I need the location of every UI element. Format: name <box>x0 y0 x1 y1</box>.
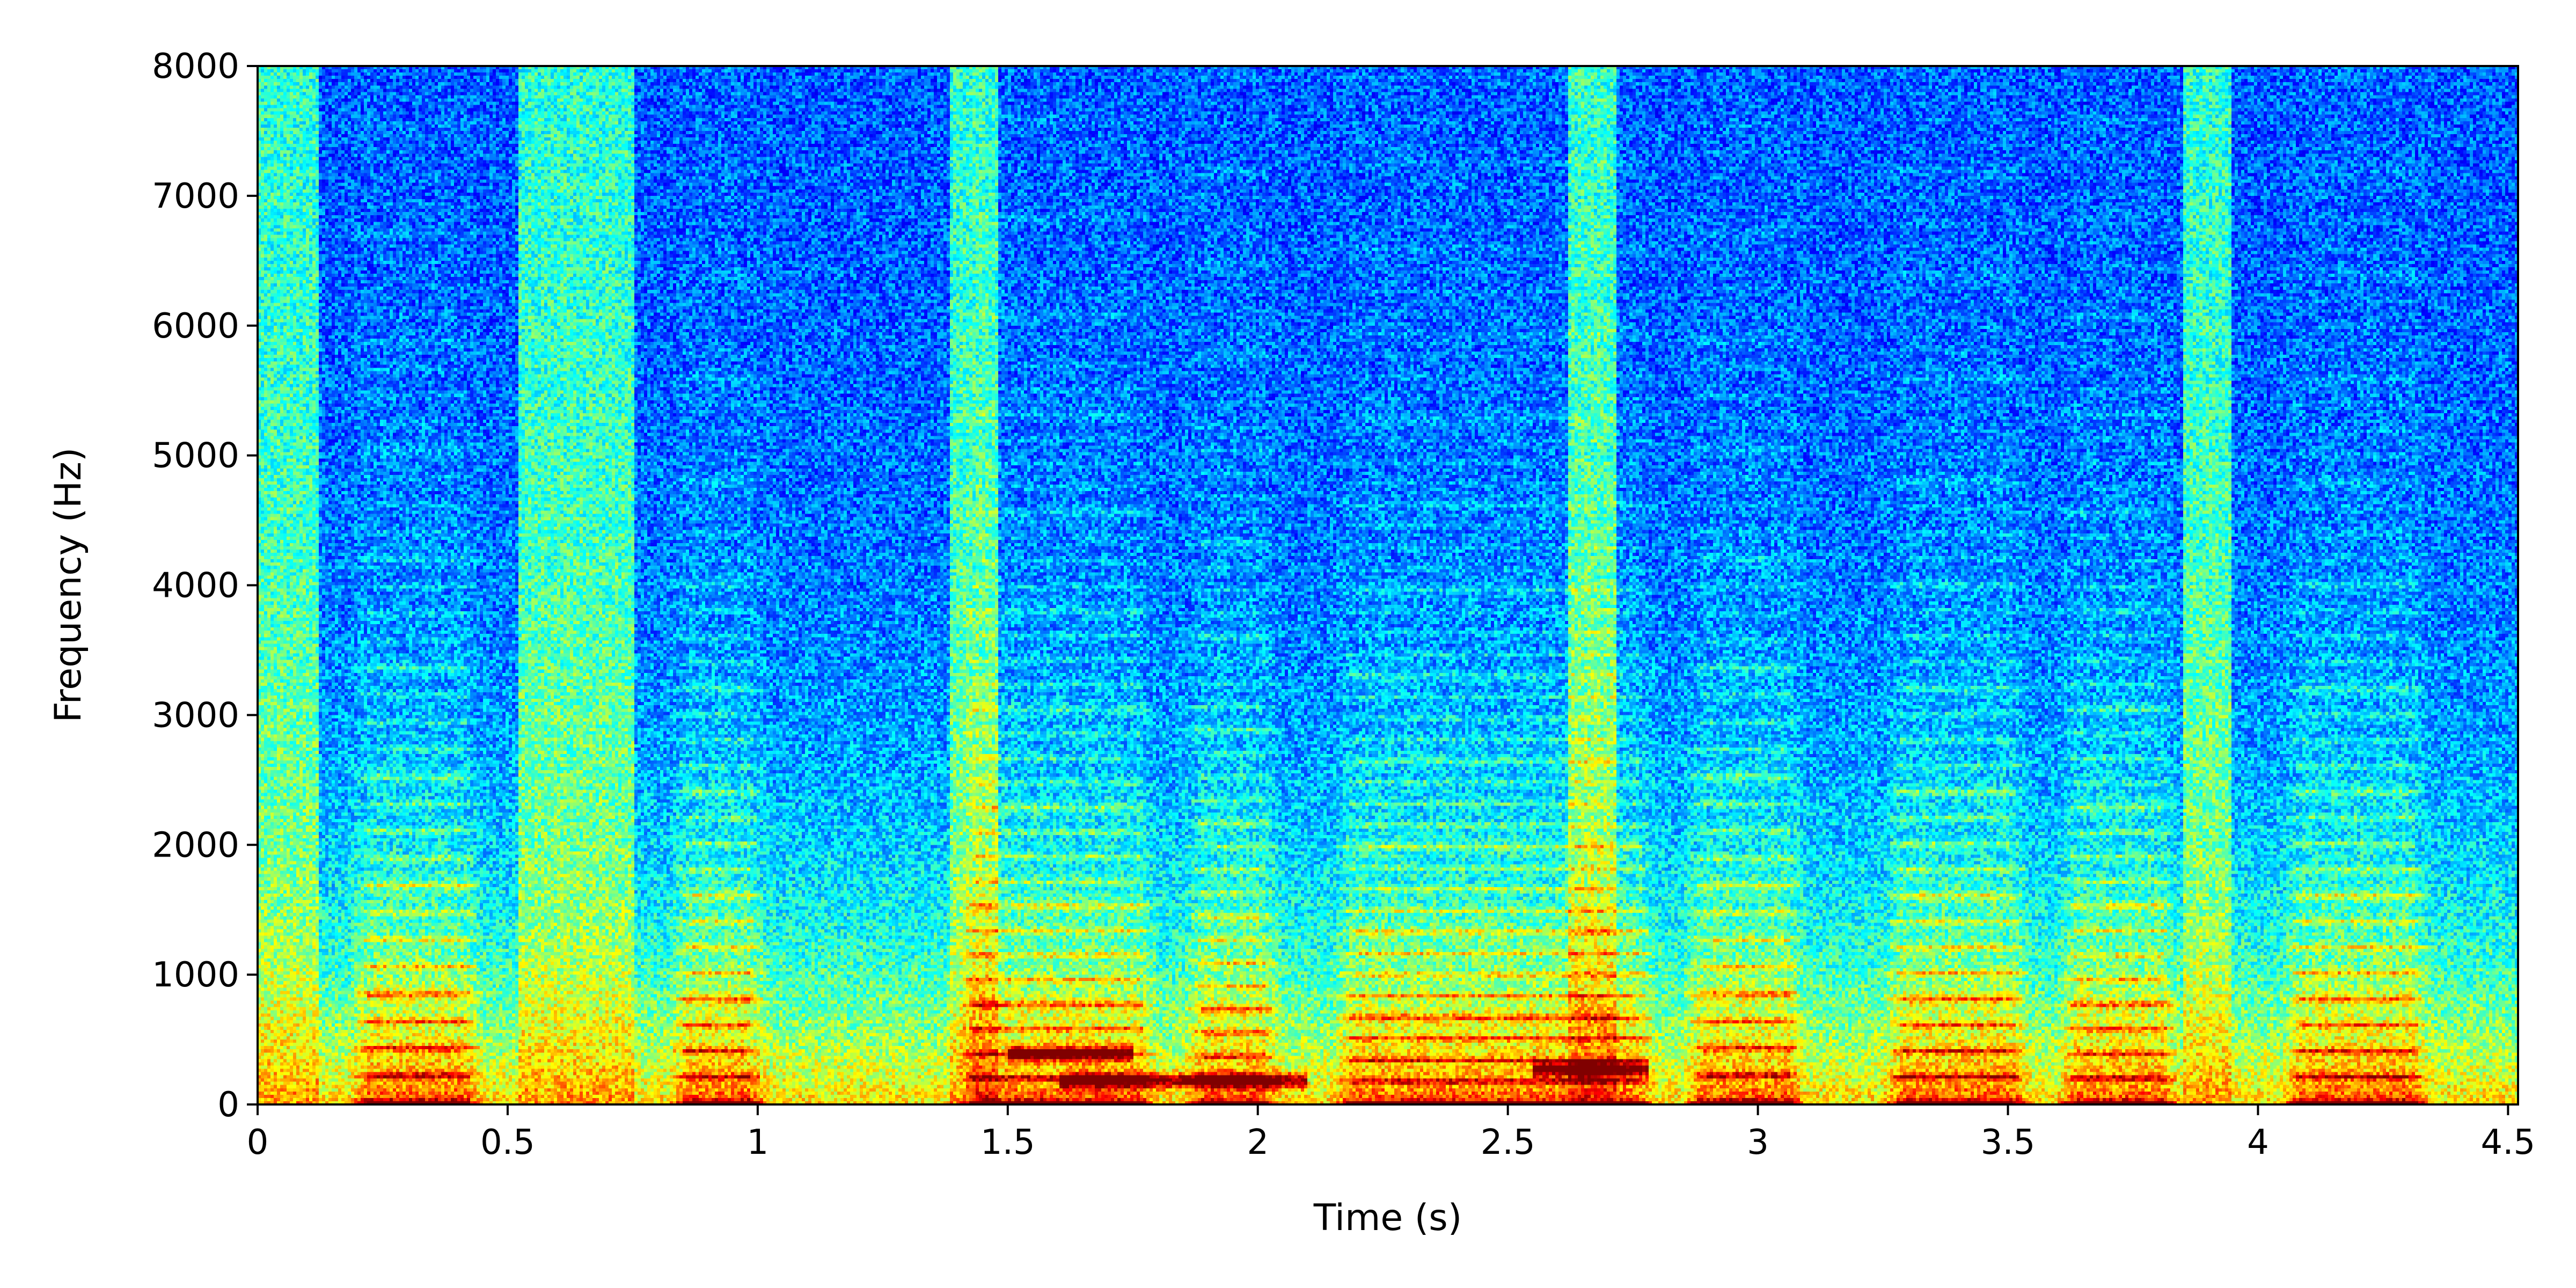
y-axis-ticks: 0 1000 2000 3000 4000 5000 6000 7000 8000 <box>152 47 258 1125</box>
x-tick-label: 0.5 <box>480 1123 535 1162</box>
x-tick-label: 3.5 <box>1981 1123 2036 1162</box>
y-tick-label: 2000 <box>152 825 239 865</box>
x-tick-label: 1.5 <box>980 1123 1035 1162</box>
y-axis-title: Frequency (Hz) <box>47 448 90 723</box>
spectrogram-image <box>258 66 2518 1104</box>
plot-frame <box>257 65 2519 1106</box>
y-tick-label: 3000 <box>152 696 239 735</box>
y-tick-label: 4000 <box>152 566 239 606</box>
y-tick-label: 5000 <box>152 436 239 476</box>
x-tick-label: 4 <box>2247 1123 2269 1162</box>
x-tick-label: 1 <box>747 1123 769 1162</box>
x-tick-label: 4.5 <box>2480 1123 2535 1162</box>
x-tick-label: 2.5 <box>1481 1123 1535 1162</box>
y-tick-label: 6000 <box>152 306 239 346</box>
x-axis-ticks: 0 0.5 1 1.5 2 2.5 3 3.5 4 4.5 <box>247 1104 2535 1162</box>
y-tick-label: 0 <box>217 1085 239 1125</box>
x-tick-label: 2 <box>1247 1123 1269 1162</box>
x-tick-label: 0 <box>247 1123 269 1162</box>
y-tick-label: 7000 <box>152 177 239 216</box>
x-axis-title: Time (s) <box>1313 1197 1462 1239</box>
y-tick-label: 1000 <box>152 955 239 995</box>
y-tick-label: 8000 <box>152 47 239 86</box>
x-tick-label: 3 <box>1747 1123 1769 1162</box>
